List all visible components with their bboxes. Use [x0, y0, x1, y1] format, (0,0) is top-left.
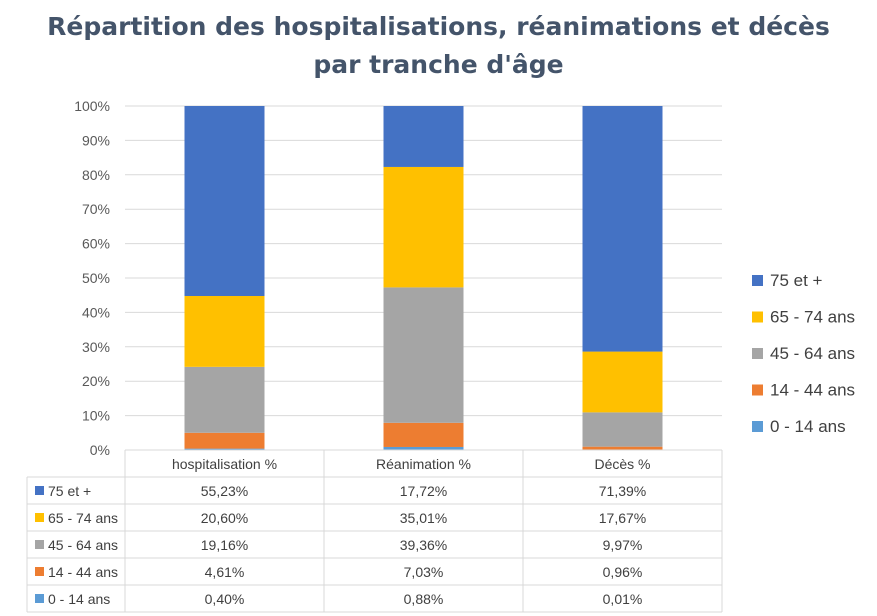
data-label: 17,67%	[599, 510, 646, 526]
table-row-label: 65 - 74 ans	[48, 510, 118, 526]
data-label: 35,01%	[400, 510, 447, 526]
bar-65-74-ans-1	[184, 295, 265, 367]
x-category-label-3: Décès %	[594, 456, 650, 472]
data-label: 4,61%	[205, 564, 245, 580]
bar-14-44-ans-2	[383, 422, 464, 447]
data-label: 17,72%	[400, 483, 447, 499]
chart-title-line-2: par tranche d'âge	[313, 50, 564, 79]
x-category-label-1: hospitalisation %	[172, 456, 277, 472]
bar-65-74-ans-3	[582, 351, 663, 413]
data-label: 7,03%	[404, 564, 444, 580]
table-row-label: 0 - 14 ans	[48, 591, 110, 607]
data-label: 55,23%	[201, 483, 248, 499]
y-tick-label: 20%	[82, 373, 110, 389]
y-tick-label: 60%	[82, 236, 110, 252]
y-tick-label: 10%	[82, 408, 110, 424]
data-label: 9,97%	[603, 537, 643, 553]
bar-75-et-3	[582, 106, 663, 352]
bar-0-14-ans-2	[383, 446, 464, 450]
data-label: 0,88%	[404, 591, 444, 607]
bar-75-et-2	[383, 106, 464, 167]
y-tick-label: 30%	[82, 339, 110, 355]
data-label: 0,01%	[603, 591, 643, 607]
table-legend-key-65-74-ans	[35, 513, 44, 522]
bar-14-44-ans-1	[184, 432, 265, 449]
y-tick-label: 0%	[90, 442, 110, 458]
data-label: 39,36%	[400, 537, 447, 553]
legend-key-0-14-ans	[752, 421, 763, 432]
y-tick-label: 80%	[82, 167, 110, 183]
y-tick-label: 70%	[82, 201, 110, 217]
table-row-label: 14 - 44 ans	[48, 564, 118, 580]
bar-45-64-ans-1	[184, 366, 265, 433]
table-legend-key-14-44-ans	[35, 567, 44, 576]
x-category-label-2: Réanimation %	[376, 456, 471, 472]
table-row-label: 45 - 64 ans	[48, 537, 118, 553]
table-legend-key-75-et	[35, 486, 44, 495]
y-tick-label: 100%	[74, 98, 110, 114]
legend-key-75-et	[752, 275, 763, 286]
legend-key-14-44-ans	[752, 384, 763, 396]
bar-65-74-ans-2	[383, 166, 464, 288]
table-legend-key-45-64-ans	[35, 540, 44, 549]
chart-title-line-1: Répartition des hospitalisations, réanim…	[47, 12, 830, 41]
bar-45-64-ans-3	[582, 412, 663, 447]
data-label: 19,16%	[201, 537, 248, 553]
bar-45-64-ans-2	[383, 287, 464, 423]
y-tick-label: 40%	[82, 304, 110, 320]
legend-label: 75 et +	[770, 271, 823, 290]
bar-0-14-ans-1	[184, 448, 265, 450]
table-legend-key-0-14-ans	[35, 594, 44, 603]
legend-label: 14 - 44 ans	[770, 381, 855, 400]
data-label: 71,39%	[599, 483, 646, 499]
data-label: 20,60%	[201, 510, 248, 526]
data-label: 0,40%	[205, 591, 245, 607]
legend-label: 45 - 64 ans	[770, 344, 855, 363]
bar-14-44-ans-3	[582, 446, 663, 450]
legend-label: 65 - 74 ans	[770, 308, 855, 327]
legend-key-45-64-ans	[752, 348, 763, 359]
bar-75-et-1	[184, 106, 265, 296]
table-row-label: 75 et +	[48, 483, 91, 499]
data-label: 0,96%	[603, 564, 643, 580]
legend-key-65-74-ans	[752, 311, 763, 323]
y-tick-label: 50%	[82, 270, 110, 286]
y-tick-label: 90%	[82, 132, 110, 148]
legend-label: 0 - 14 ans	[770, 417, 846, 436]
